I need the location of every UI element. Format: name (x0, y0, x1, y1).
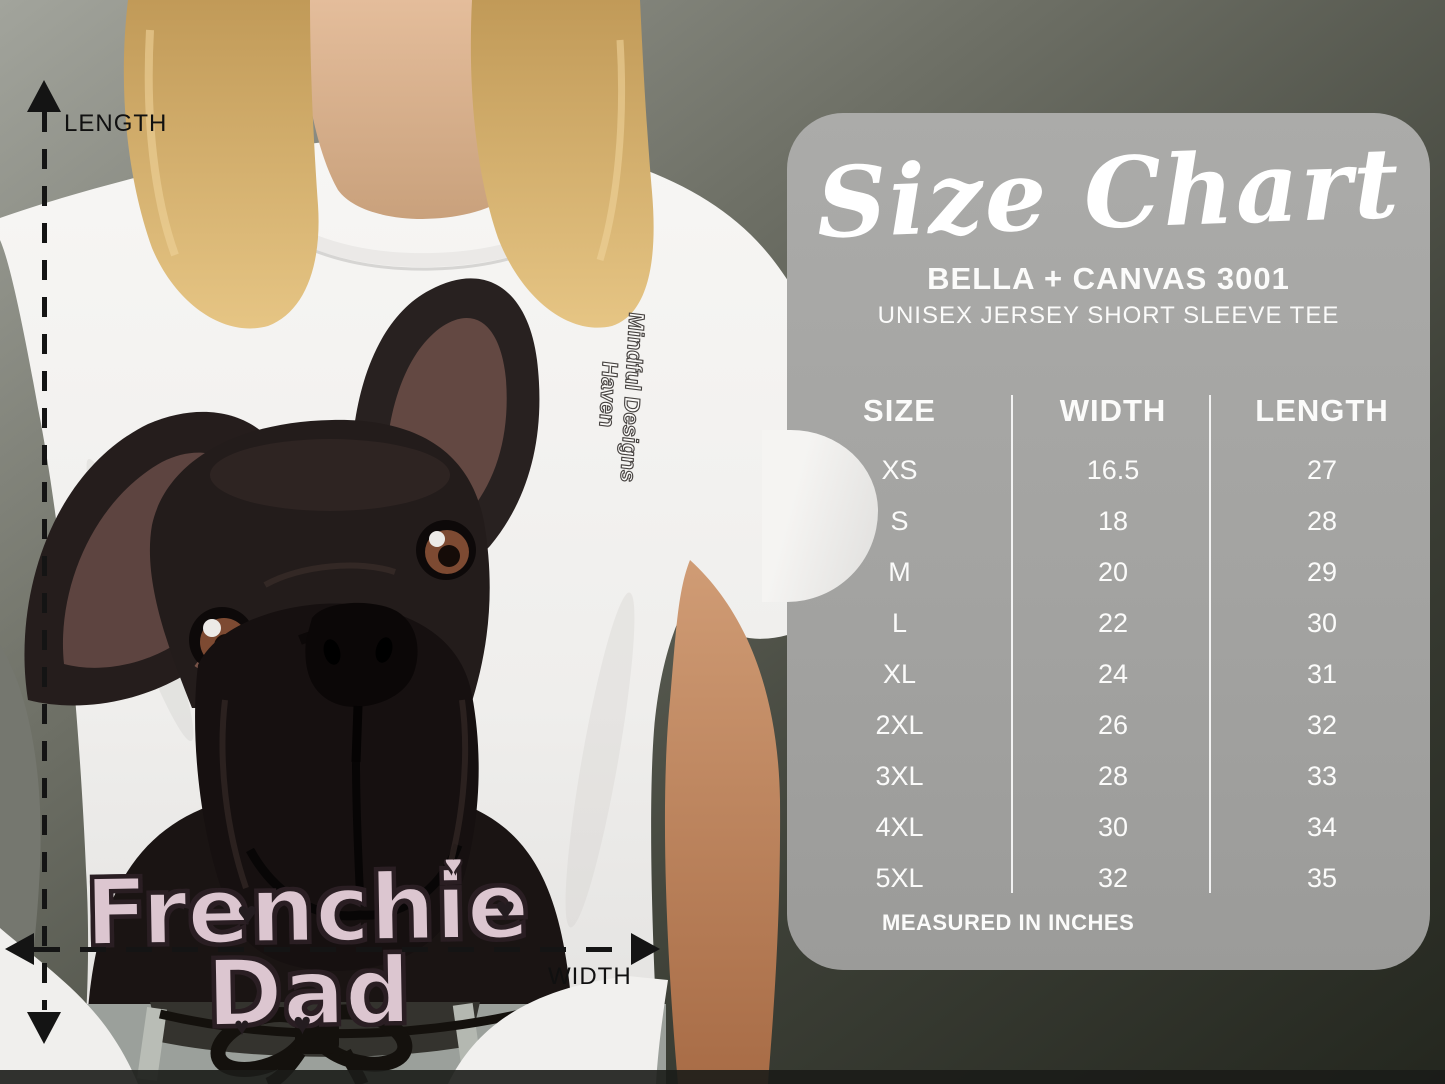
data-cell: S (890, 506, 909, 536)
shirt-hem-right (448, 976, 668, 1084)
data-cell: 26 (1097, 710, 1129, 740)
width-label: WIDTH (548, 963, 632, 990)
table-row: S 18 28 (787, 496, 1430, 547)
dog-right-pupil (438, 545, 460, 567)
data-cell: L (891, 608, 908, 638)
data-cell: 4XL (875, 812, 924, 842)
header-cell: LENGTH (1255, 392, 1389, 428)
dog-nostril (323, 639, 341, 665)
data-cell: 28 (1097, 761, 1129, 791)
data-cell: 30 (1097, 812, 1129, 842)
hair-highlight (596, 39, 626, 262)
data-cell: 30 (1306, 608, 1338, 638)
arrow-left-icon (5, 933, 34, 965)
data-cell: 28 (1306, 506, 1338, 536)
arrow-right-icon (631, 933, 660, 965)
data-cell: M (888, 557, 911, 587)
data-cell: 33 (1306, 761, 1338, 791)
size-table: SIZE WIDTH LENGTH XS 16.5 27 S 18 28 M 20 29 L 22 30 XL… (787, 385, 1430, 904)
product-name: BELLA + CANVAS 3001 (927, 260, 1290, 296)
table-row: 2XL 26 32 (787, 700, 1430, 751)
data-cell: 32 (1306, 710, 1338, 740)
dog-nostril (375, 637, 393, 663)
table-row: 3XL 28 33 (787, 751, 1430, 802)
size-chart-title: Size Chart (814, 125, 1403, 261)
data-cell: 18 (1097, 506, 1129, 536)
dog-wrinkle (441, 699, 469, 886)
data-cell: 16.5 (1086, 455, 1140, 485)
model-hair-right (470, 0, 654, 328)
table-row: XS 16.5 27 (787, 445, 1430, 496)
length-label: LENGTH (64, 110, 168, 137)
table-row: M 20 29 (787, 547, 1430, 598)
dog-mouth (246, 843, 463, 921)
product-description: UNISEX JERSEY SHORT SLEEVE TEE (877, 301, 1340, 329)
dog-forehead (210, 439, 450, 511)
column-divider (1209, 395, 1211, 893)
length-dashed-line (42, 112, 47, 1010)
dog-wrinkle (219, 699, 249, 889)
header-cell: WIDTH (1059, 392, 1167, 428)
data-cell: XS (881, 455, 918, 485)
dog-philtrum (351, 705, 363, 763)
dog-brow-wrinkle (263, 562, 396, 588)
data-cell: 31 (1306, 659, 1338, 689)
units-footnote: MEASURED IN INCHES (882, 910, 1135, 935)
header-cell: SIZE (863, 392, 936, 428)
column-divider (1011, 395, 1013, 893)
heart-icon: ♥ (494, 890, 516, 929)
table-row: L 22 30 (787, 598, 1430, 649)
table-row: 4XL 30 34 (787, 802, 1430, 853)
data-cell: 3XL (875, 761, 924, 791)
shirt-hem-left (0, 928, 138, 1084)
shirt-graphic-text: Frenchie Dad ♥ ♥ ♥ ♥ ♥ (46, 857, 569, 1062)
model-right-arm (664, 560, 781, 1084)
data-cell: XL (882, 659, 917, 689)
dog-jowl-split (352, 761, 364, 896)
data-cell: 29 (1306, 557, 1338, 587)
table-header-row: SIZE WIDTH LENGTH (787, 385, 1430, 436)
floor-edge (0, 1070, 1445, 1084)
width-dashed-line (34, 947, 632, 952)
data-cell: 5XL (875, 863, 924, 893)
heart-icon: ♥ (444, 857, 463, 881)
data-cell: 22 (1097, 608, 1129, 638)
heart-icon: ♥ (292, 1005, 312, 1042)
shirt-fold (565, 592, 635, 928)
dog-nose (305, 602, 418, 707)
size-chart-panel: Size Chart BELLA + CANVAS 3001 UNISEX JE… (787, 113, 1430, 970)
hair-highlight (144, 29, 179, 257)
heart-icon: ♥ (233, 1011, 250, 1042)
heart-icon: ♥ (236, 894, 258, 934)
drawstring (158, 1003, 547, 1039)
dog-right-eye-highlight (429, 531, 445, 547)
arrow-down-icon (27, 1012, 61, 1044)
table-row: 5XL 32 35 (787, 853, 1430, 904)
data-cell: 20 (1097, 557, 1129, 587)
data-cell: 35 (1306, 863, 1338, 893)
arrow-up-icon (27, 80, 61, 112)
data-cell: 34 (1306, 812, 1338, 842)
dog-graphic (24, 278, 572, 1010)
data-cell: 2XL (875, 710, 924, 740)
drawstring-knot (295, 1018, 339, 1054)
data-cell: 32 (1097, 863, 1129, 893)
table-row: XL 24 31 (787, 649, 1430, 700)
data-cell: 27 (1306, 455, 1338, 485)
dog-left-eye-highlight (203, 619, 221, 637)
belt-loop (137, 1006, 167, 1082)
data-cell: 24 (1097, 659, 1129, 689)
